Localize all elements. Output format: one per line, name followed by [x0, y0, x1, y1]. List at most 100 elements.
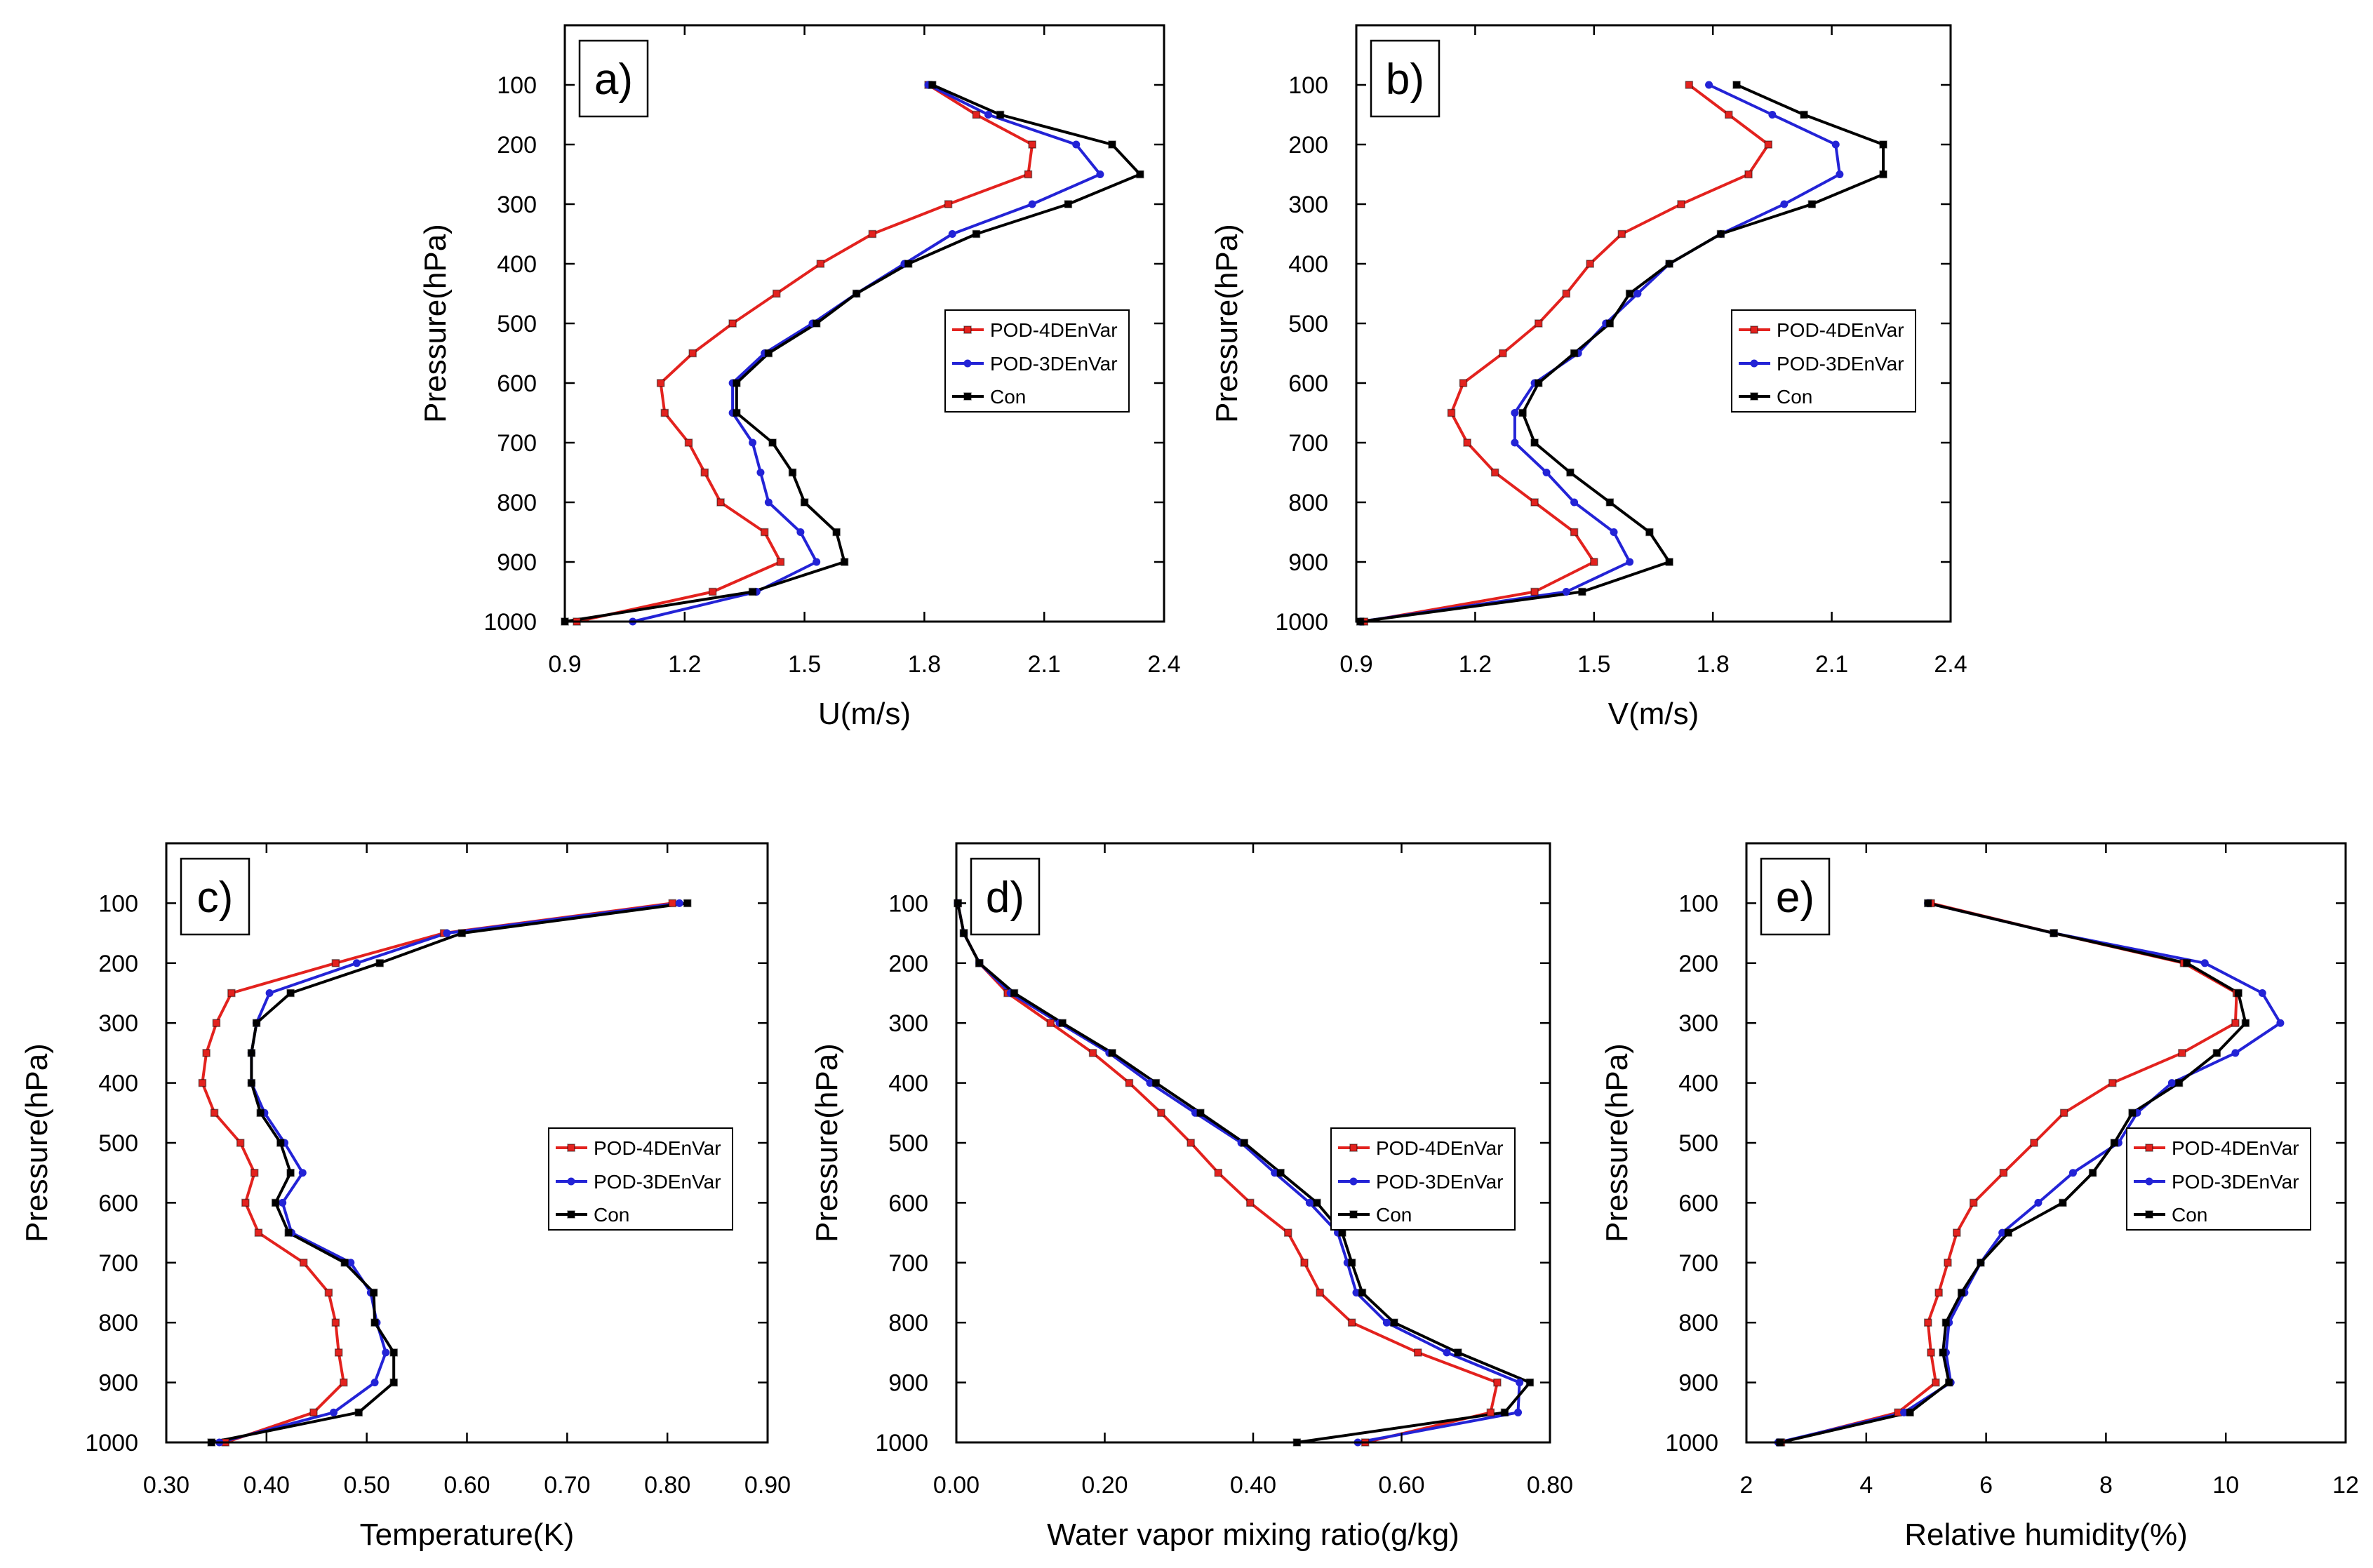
marker-pod-4denvar-450hpa	[2059, 1108, 2068, 1118]
marker-pod-4denvar-350hpa	[2178, 1049, 2186, 1057]
legend-entry-pod-4denvar: POD-4DEnVar	[1739, 319, 1904, 341]
marker-pod-4denvar-900hpa	[1590, 558, 1598, 566]
marker-pod-3denvar-900hpa	[1626, 558, 1634, 566]
legend-label: Con	[2172, 1204, 2207, 1226]
marker-pod-4denvar-250hpa	[1024, 170, 1033, 179]
y-tick-label: 700	[888, 1250, 928, 1277]
marker-pod-4denvar-550hpa	[1499, 349, 1507, 358]
legend-label: POD-3DEnVar	[1777, 353, 1904, 375]
marker-con-250hpa	[1010, 989, 1019, 998]
legend-marker	[567, 1144, 575, 1152]
marker-pod-3denvar-350hpa	[2231, 1049, 2240, 1057]
marker-pod-4denvar-550hpa	[1999, 1168, 2008, 1177]
marker-con-750hpa	[369, 1288, 378, 1297]
y-axis-title: Pressure(hPa)	[1210, 224, 1244, 423]
marker-pod-3denvar-700hpa	[749, 438, 757, 447]
marker-con-300hpa	[1807, 200, 1817, 208]
legend-entry-pod-4denvar: POD-4DEnVar	[556, 1137, 721, 1159]
marker-pod-4denvar-200hpa	[1764, 140, 1773, 149]
marker-con-600hpa	[733, 379, 741, 387]
legend-label: POD-3DEnVar	[990, 353, 1118, 375]
x-tick-label: 2.4	[1934, 651, 1967, 678]
marker-con-650hpa	[733, 408, 741, 417]
y-axis: 100 200 300 400 500 600 700 800 900 1000 Pressure(…	[1600, 890, 2346, 1456]
legend-marker	[2145, 1144, 2153, 1152]
marker-con-350hpa	[1108, 1049, 1116, 1057]
marker-pod-4denvar-900hpa	[340, 1378, 348, 1387]
marker-pod-4denvar-550hpa	[250, 1168, 259, 1177]
y-tick-label: 800	[497, 490, 537, 516]
x-tick-label: 0.70	[544, 1472, 590, 1499]
x-tick-label: 0.30	[143, 1472, 189, 1499]
legend-label: POD-4DEnVar	[990, 319, 1118, 341]
y-axis-title: Pressure(hPa)	[1600, 1043, 1634, 1242]
y-tick-label: 900	[888, 1370, 928, 1397]
y-tick-label: 200	[1288, 132, 1328, 159]
legend-box	[1731, 309, 1916, 413]
marker-pod-3denvar-100hpa	[675, 899, 683, 907]
legend: POD-4DEnVar POD-3DEnVar Con	[1330, 1127, 1516, 1231]
marker-con-750hpa	[1957, 1288, 1966, 1297]
marker-con-200hpa	[975, 959, 984, 967]
marker-con-450hpa	[852, 289, 861, 298]
marker-pod-4denvar-850hpa	[1414, 1348, 1422, 1357]
y-tick-label: 200	[888, 951, 928, 977]
marker-pod-3denvar-150hpa	[1768, 111, 1777, 119]
legend-entry-pod-3denvar: POD-3DEnVar	[556, 1171, 721, 1193]
marker-con-850hpa	[1939, 1348, 1947, 1357]
marker-pod-4denvar-800hpa	[331, 1318, 340, 1327]
legend-label: POD-4DEnVar	[1777, 319, 1904, 341]
marker-con-700hpa	[1977, 1259, 1985, 1267]
marker-con-650hpa	[1518, 408, 1527, 417]
marker-con-950hpa	[1500, 1408, 1509, 1417]
marker-con-600hpa	[2059, 1198, 2067, 1207]
y-axis-title: Pressure(hPa)	[418, 224, 453, 423]
marker-pod-3denvar-200hpa	[2200, 959, 2209, 967]
x-axis: 0.9 1.2 1.5 1.8 2.1 2.4 V(m/s)	[1339, 25, 1967, 731]
y-axis-title: Pressure(hPa)	[810, 1043, 844, 1242]
x-tick-label: 12	[2332, 1472, 2359, 1499]
x-tick-label: 2.1	[1815, 651, 1848, 678]
marker-pod-4denvar-650hpa	[254, 1228, 263, 1237]
marker-pod-3denvar-200hpa	[352, 959, 361, 967]
marker-pod-4denvar-800hpa	[1530, 498, 1539, 507]
legend-label: POD-4DEnVar	[1376, 1137, 1504, 1159]
y-tick-label: 600	[1288, 370, 1328, 397]
marker-con-900hpa	[389, 1378, 398, 1387]
marker-pod-3denvar-300hpa	[1028, 200, 1036, 208]
marker-pod-4denvar-700hpa	[299, 1259, 308, 1267]
y-tick-label: 100	[888, 890, 928, 917]
legend-marker	[1750, 326, 1758, 334]
marker-pod-3denvar-600hpa	[2034, 1198, 2043, 1207]
marker-con-350hpa	[2212, 1049, 2221, 1057]
marker-con-400hpa	[904, 260, 913, 268]
marker-pod-3denvar-900hpa	[1516, 1379, 1524, 1387]
marker-con-100hpa	[1924, 899, 1932, 908]
marker-con-900hpa	[1525, 1378, 1535, 1387]
marker-con-200hpa	[375, 959, 384, 967]
legend-label: POD-4DEnVar	[2172, 1137, 2299, 1159]
marker-con-150hpa	[1800, 110, 1808, 119]
marker-pod-3denvar-600hpa	[279, 1198, 287, 1207]
marker-pod-3denvar-950hpa	[1900, 1408, 1909, 1416]
legend: POD-4DEnVar POD-3DEnVar Con	[944, 309, 1130, 413]
legend-entry-pod-3denvar: POD-3DEnVar	[1338, 1171, 1504, 1193]
marker-con-800hpa	[1605, 498, 1615, 507]
y-tick-label: 1000	[85, 1430, 138, 1456]
legend-entry-pod-3denvar: POD-3DEnVar	[2134, 1171, 2299, 1193]
x-tick-label: 0.20	[1081, 1472, 1128, 1499]
legend-box	[2126, 1127, 2311, 1231]
panel-a: 0.9 1.2 1.5 1.8 2.1 2.4 U(m/s) 100 200 300 400 500 6…	[418, 24, 1181, 731]
marker-pod-4denvar-500hpa	[728, 319, 737, 328]
marker-pod-4denvar-400hpa	[1125, 1078, 1134, 1087]
x-tick-label: 0.9	[548, 651, 581, 678]
marker-con-700hpa	[340, 1259, 349, 1267]
marker-con-500hpa	[276, 1139, 285, 1147]
y-tick-label: 500	[1288, 311, 1328, 337]
marker-con-100hpa	[928, 81, 937, 89]
marker-pod-4denvar-550hpa	[688, 349, 697, 358]
marker-pod-4denvar-300hpa	[1046, 1019, 1055, 1027]
x-tick-label: 1.8	[1697, 651, 1730, 678]
marker-pod-4denvar-750hpa	[700, 468, 709, 477]
series-group	[1774, 899, 2285, 1447]
